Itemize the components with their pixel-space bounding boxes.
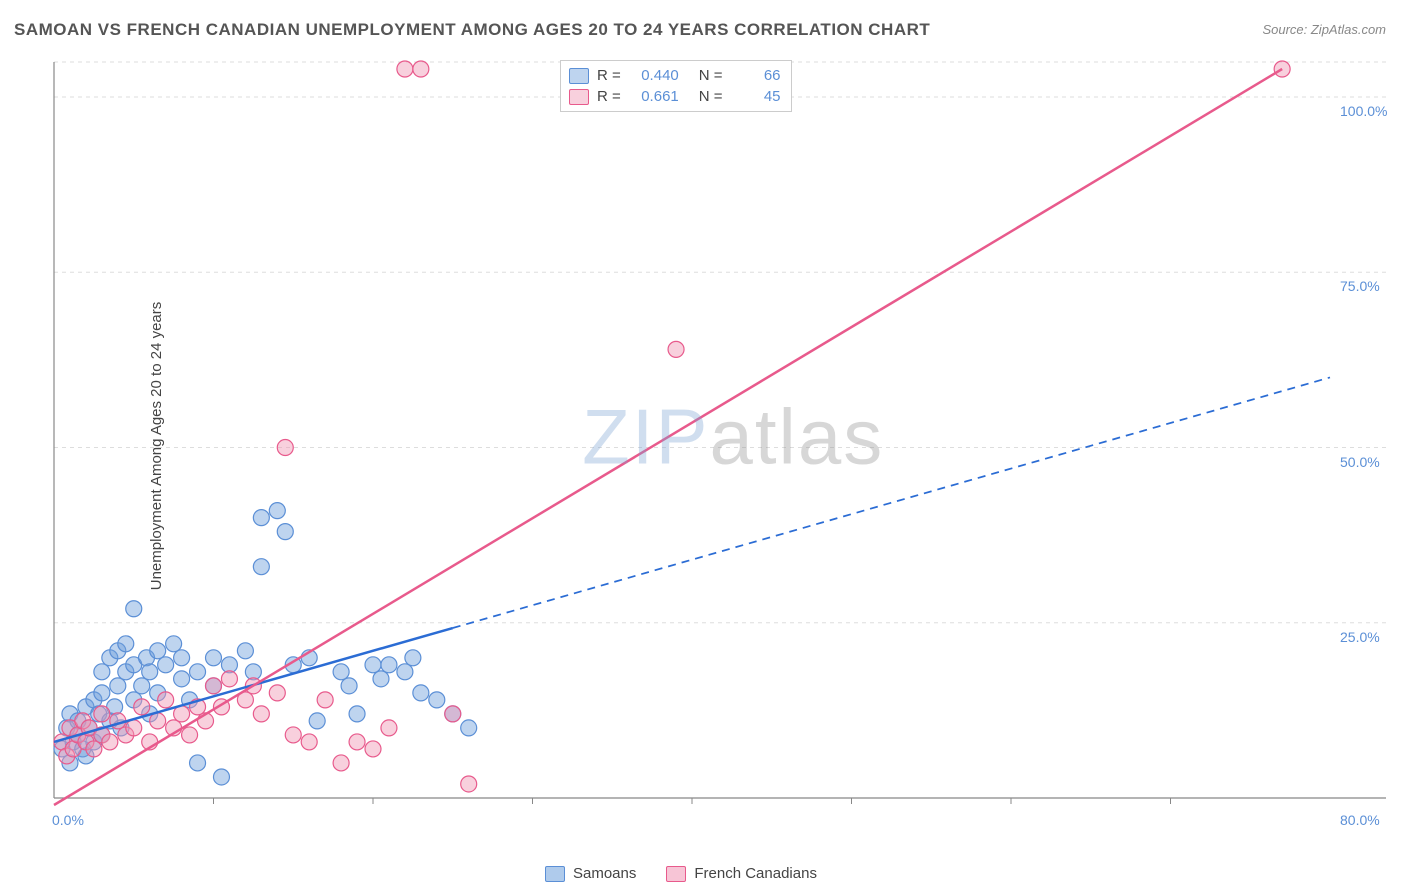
r-label: R = — [597, 88, 621, 105]
swatch-samoans — [569, 68, 589, 84]
swatch-icon — [545, 866, 565, 882]
chart-title: SAMOAN VS FRENCH CANADIAN UNEMPLOYMENT A… — [14, 20, 930, 40]
r-label: R = — [597, 67, 621, 84]
y-tick-label: 25.0% — [1340, 629, 1380, 645]
scatter-plot — [50, 58, 1390, 828]
n-value-french-canadians: 45 — [731, 88, 781, 105]
legend-row-samoans: R = 0.440 N = 66 — [569, 65, 781, 86]
n-label: N = — [699, 88, 723, 105]
n-label: N = — [699, 67, 723, 84]
legend-item-french-canadians: French Canadians — [666, 865, 817, 882]
n-value-samoans: 66 — [731, 67, 781, 84]
x-tick-label: 80.0% — [1340, 812, 1380, 828]
y-tick-label: 50.0% — [1340, 454, 1380, 470]
x-tick-label: 0.0% — [52, 812, 84, 828]
legend-label-french-canadians: French Canadians — [694, 865, 817, 882]
correlation-legend: R = 0.440 N = 66 R = 0.661 N = 45 — [560, 60, 792, 112]
r-value-samoans: 0.440 — [629, 67, 679, 84]
swatch-icon — [666, 866, 686, 882]
series-legend: Samoans French Canadians — [545, 865, 817, 882]
y-tick-label: 75.0% — [1340, 278, 1380, 294]
source-label: Source: ZipAtlas.com — [1262, 22, 1386, 37]
legend-row-french-canadians: R = 0.661 N = 45 — [569, 86, 781, 107]
y-tick-label: 100.0% — [1340, 103, 1387, 119]
r-value-french-canadians: 0.661 — [629, 88, 679, 105]
legend-label-samoans: Samoans — [573, 865, 636, 882]
swatch-french-canadians — [569, 89, 589, 105]
legend-item-samoans: Samoans — [545, 865, 636, 882]
